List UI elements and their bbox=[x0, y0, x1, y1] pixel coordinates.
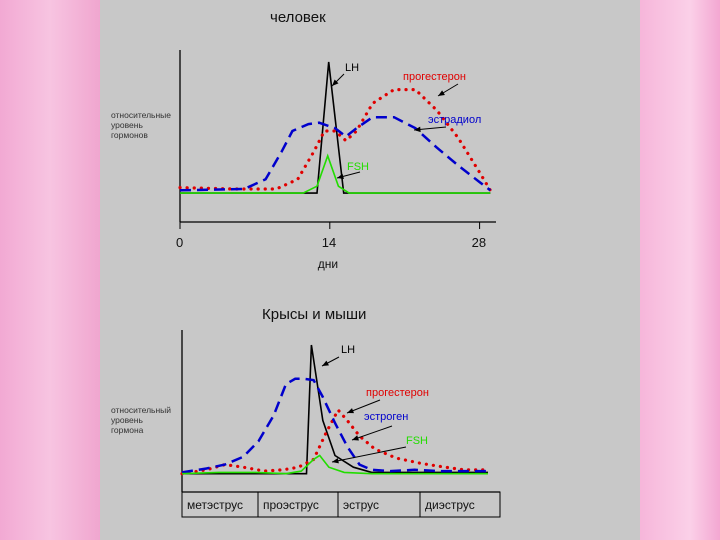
chart2-series-lh bbox=[182, 344, 488, 475]
chart2-phase-label: проэструс bbox=[263, 498, 319, 512]
chart2-arrow-fsh bbox=[331, 446, 407, 463]
chart1-x-axis-label: дни bbox=[318, 257, 338, 271]
chart1-series-estradiol bbox=[179, 115, 492, 192]
chart1-legend-estradiol: эстрадиол bbox=[428, 114, 481, 126]
chart1-arrow-fsh-head bbox=[337, 173, 344, 180]
chart2-y-axis-label: уровень bbox=[111, 415, 143, 425]
chart2-phase-label: метэструс bbox=[187, 498, 243, 512]
chart1-series-progesterone bbox=[178, 87, 492, 192]
slide bbox=[100, 0, 640, 540]
chart1-series-fsh bbox=[180, 153, 491, 194]
chart2-series-estrogen bbox=[181, 377, 488, 474]
chart1-arrow-lh-head bbox=[332, 79, 339, 86]
chart1-y-axis-label: гормонов bbox=[111, 130, 148, 140]
chart1-x-tick-label: 0 bbox=[176, 235, 183, 250]
chart1-x-tick-label: 14 bbox=[322, 235, 336, 250]
chart2-legend-fsh: FSH bbox=[406, 435, 428, 447]
chart1-legend-lh: LH bbox=[345, 62, 359, 74]
chart2-title: Крысы и мыши bbox=[262, 306, 366, 323]
chart2-series-fsh bbox=[181, 454, 488, 475]
chart1-y-axis-label: уровень bbox=[111, 120, 143, 130]
chart1-y-axis-label: относительные bbox=[111, 110, 171, 120]
chart2-arrow-estrogen bbox=[351, 425, 393, 441]
chart1-legend-fsh: FSH bbox=[347, 161, 369, 173]
chart1-arrow-estradiol-head bbox=[414, 126, 421, 133]
chart2-arrow-progesterone-head bbox=[347, 408, 354, 414]
chart2-arrow-fsh-head bbox=[332, 458, 339, 464]
chart1-title: человек bbox=[270, 9, 326, 26]
chart2-phase-label: диэструс bbox=[425, 498, 475, 512]
chart2-y-axis-label: гормона bbox=[111, 425, 144, 435]
chart2-phase-box bbox=[419, 491, 501, 518]
chart2-series-progesterone bbox=[180, 407, 490, 476]
chart2-legend-progesterone: прогестерон bbox=[366, 387, 429, 399]
chart1-arrow-progesterone-head bbox=[438, 90, 445, 96]
chart2-y-axis-label: относительный bbox=[111, 405, 171, 415]
chart1-legend-progesterone: прогестерон bbox=[403, 71, 466, 83]
chart2-phase-label: эструс bbox=[343, 498, 379, 512]
chart2-arrow-estrogen-head bbox=[352, 435, 359, 441]
chart2-legend-estrogen: эстроген bbox=[364, 411, 408, 423]
chart1-x-tick-label: 28 bbox=[472, 235, 486, 250]
chart2-arrow-lh-head bbox=[322, 360, 329, 366]
chart2-legend-lh: LH bbox=[341, 344, 355, 356]
